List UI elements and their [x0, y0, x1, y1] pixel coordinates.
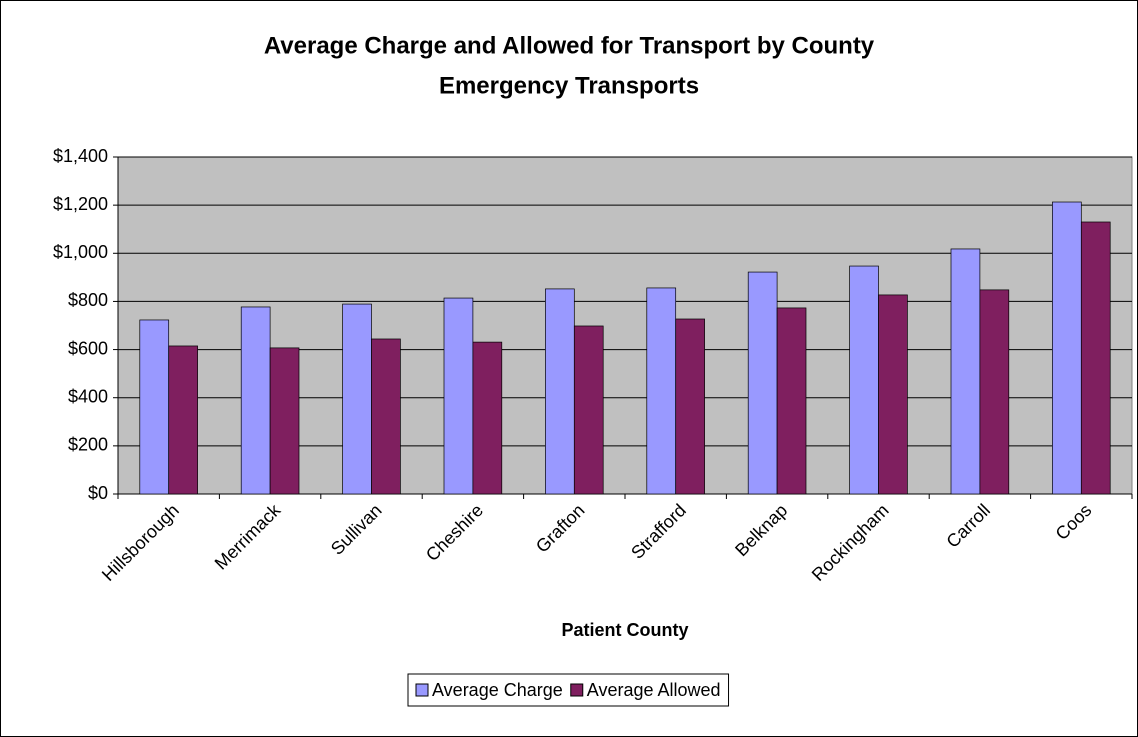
y-tick-label: $1,400	[53, 146, 108, 166]
bar	[747, 271, 778, 495]
bar	[168, 345, 198, 495]
bar	[950, 248, 981, 495]
legend-box	[407, 673, 730, 707]
legend: Average Charge Average Allowed	[407, 673, 730, 707]
bar	[849, 265, 879, 495]
y-tick-label: $1,000	[53, 242, 108, 262]
legend-swatch	[415, 683, 429, 697]
y-tick-label: $600	[68, 338, 108, 358]
chart-subtitle: Emergency Transports	[439, 72, 699, 99]
legend-label: Average Charge	[432, 680, 563, 700]
bar	[1052, 201, 1082, 495]
y-tick-label: $400	[68, 386, 108, 406]
bar	[979, 289, 1010, 495]
y-tick-label: $800	[68, 290, 108, 310]
chart-title: Average Charge and Allowed for Transport…	[264, 32, 875, 59]
legend-label: Average Allowed	[587, 680, 721, 700]
bar	[371, 338, 401, 495]
bar	[776, 307, 807, 495]
x-axis-title: Patient County	[561, 620, 688, 640]
bar	[139, 319, 170, 495]
bar	[646, 287, 677, 495]
bar	[1080, 221, 1111, 495]
y-tick-label: $200	[68, 435, 108, 455]
y-tick-label: $0	[88, 483, 108, 503]
bar	[342, 303, 372, 495]
bar	[573, 325, 604, 495]
bar	[878, 294, 908, 495]
bar	[472, 341, 503, 495]
bar	[675, 318, 705, 495]
bar	[240, 306, 271, 495]
bar	[269, 347, 300, 495]
bar	[545, 288, 575, 495]
bar	[443, 297, 474, 495]
y-tick-label: $1,200	[53, 194, 108, 214]
legend-swatch	[570, 683, 584, 697]
